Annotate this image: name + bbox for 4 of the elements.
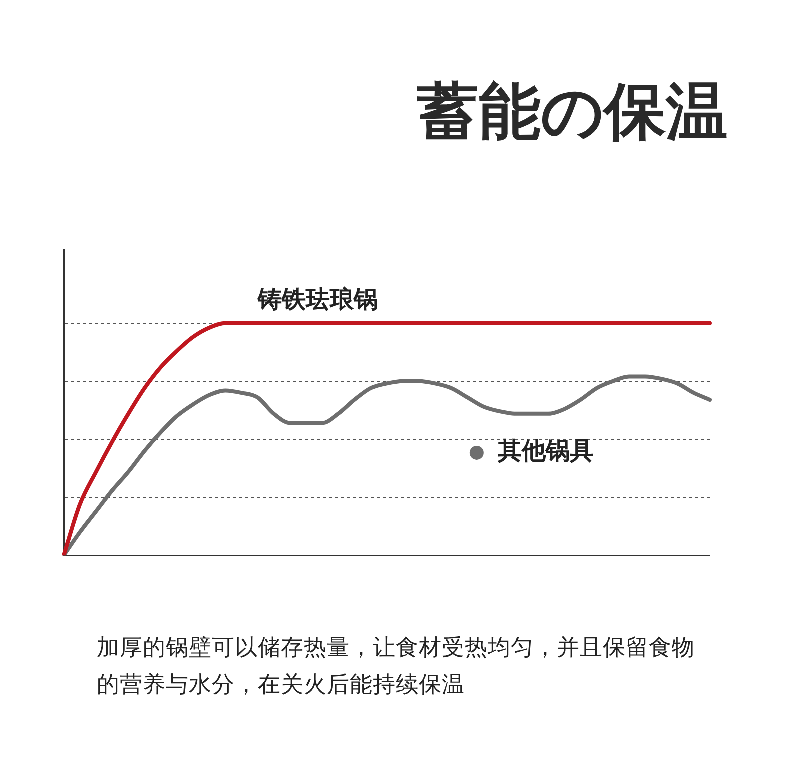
series-label: 铸铁珐琅锅	[256, 286, 378, 314]
text: 加厚的锅壁可以储存热量，让食材受热均匀，并且保留食物的营养与水分，在关火后能持续保温	[97, 634, 696, 700]
legend-label: 其他锅具	[496, 437, 594, 466]
chart-title: 蓄能の保温	[417, 74, 728, 150]
